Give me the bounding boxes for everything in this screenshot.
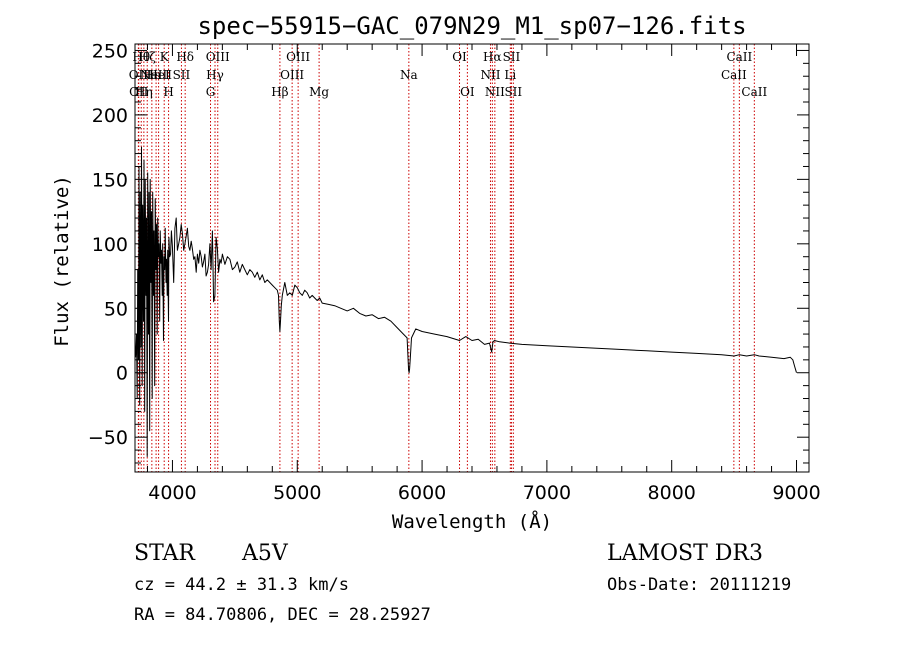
line-label: G	[206, 85, 216, 99]
line-label: Hζ	[139, 50, 156, 64]
y-tick-label: 250	[92, 40, 128, 62]
spectral-line-labels: OIIOIIHθHηHζHεNeIIIHeIKHSIIHδGHγOIIIHβOI…	[129, 50, 768, 99]
line-label: OIII	[206, 50, 230, 64]
tick-labels: 4000 5000 6000 7000 8000 9000 −50 0 50 100 150 200 2…	[88, 40, 821, 504]
chart-title: spec−55915−GAC_079N29_M1_sp07−126.fits	[197, 12, 746, 40]
line-label: Li	[504, 68, 516, 82]
line-label: CaII	[726, 50, 752, 64]
line-label: CaII	[721, 68, 747, 82]
line-label: OIII	[280, 68, 304, 82]
plot-frame	[134, 43, 810, 473]
x-tick-label: 5000	[273, 482, 321, 504]
object-class: STAR	[134, 541, 196, 566]
object-subclass: A5V	[241, 541, 289, 566]
x-axis-label: Wavelength (Å)	[392, 510, 552, 533]
line-label: K	[160, 50, 170, 64]
y-tick-label: 0	[116, 363, 128, 385]
line-label: OI	[460, 85, 475, 99]
line-label: OII	[129, 85, 149, 99]
line-label: HeI	[147, 68, 170, 82]
line-label: NeIII	[140, 68, 172, 82]
spectrum-line	[135, 146, 797, 457]
redshift-cz: cz = 44.2 ± 31.3 km/s	[134, 575, 349, 595]
line-label: Hη	[135, 85, 153, 99]
y-axis-label: Flux (relative)	[51, 175, 73, 347]
x-tick-label: 6000	[398, 482, 446, 504]
y-tick-label: 200	[92, 105, 128, 127]
survey-name: LAMOST DR3	[607, 541, 763, 566]
line-label: NII	[480, 68, 500, 82]
line-label: Hγ	[206, 68, 224, 82]
line-label: Hα	[483, 50, 502, 64]
ra-dec-coordinates: RA = 84.70806, DEC = 28.25927	[134, 605, 431, 625]
line-label: OIII	[286, 50, 310, 64]
line-label: CaII	[741, 85, 767, 99]
y-tick-label: −50	[88, 427, 128, 449]
axes	[134, 43, 810, 473]
observation-date: Obs-Date: 20111219	[607, 575, 791, 595]
plot-area	[135, 146, 797, 457]
x-tick-label: 9000	[772, 482, 820, 504]
y-tick-label: 50	[104, 298, 128, 320]
line-label: Na	[400, 68, 418, 82]
line-label: SII	[504, 85, 522, 99]
x-tick-label: 4000	[148, 482, 196, 504]
y-tick-label: 150	[92, 169, 128, 191]
line-label: Mg	[309, 85, 329, 99]
spectral-line-markers	[137, 44, 755, 472]
line-label: H	[163, 85, 173, 99]
line-label: OII	[129, 68, 149, 82]
line-label: SII	[173, 68, 191, 82]
line-label: Hθ	[132, 50, 150, 64]
line-label: Hε	[144, 68, 161, 82]
line-label: NII	[485, 85, 505, 99]
x-tick-label: 8000	[648, 482, 696, 504]
line-label: Hβ	[271, 85, 288, 99]
line-label: OI	[452, 50, 467, 64]
x-tick-label: 7000	[523, 482, 571, 504]
line-label: SII	[503, 50, 521, 64]
line-label: Hδ	[176, 50, 194, 64]
y-tick-label: 100	[92, 234, 128, 256]
